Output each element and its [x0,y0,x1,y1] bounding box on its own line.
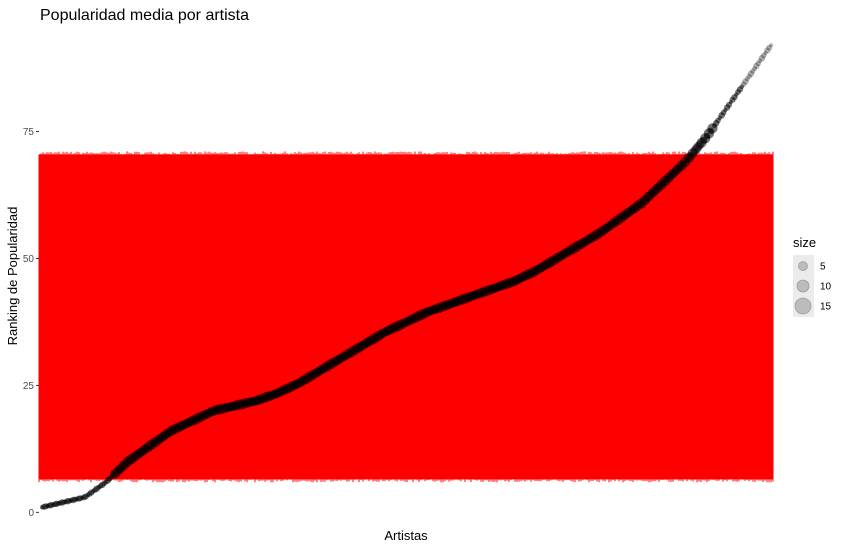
legend-title: size [793,235,816,250]
legend-label: 5 [820,262,826,273]
legend-label: 10 [820,282,832,293]
y-tick-label: 50 [23,254,35,265]
data-point [744,76,750,82]
x-axis-title: Artistas [384,528,428,543]
points-layer [40,43,773,510]
y-tick-label: 75 [23,127,35,138]
data-point [746,73,752,80]
data-point [739,84,745,90]
red-band-layer [38,151,774,483]
y-tick-label: 0 [28,508,34,519]
data-point [764,47,771,54]
legend-key-circle [798,261,808,271]
chart-title: Popularidad media por artista [40,7,249,24]
data-point [750,68,756,74]
y-axis: 0 25 50 75 [23,127,39,519]
legend-key-background [793,255,814,317]
data-point [742,78,749,85]
data-point [740,81,747,87]
y-axis-title: Ranking de Popularidad [5,207,20,346]
data-point [755,60,761,67]
data-point [760,52,767,59]
data-point [757,58,763,64]
legend-label: 15 [820,302,832,313]
legend-entries: 5 10 15 [794,261,832,315]
legend-key-circle [794,297,812,315]
data-point [766,44,773,51]
legend-key-circle [796,279,810,293]
data-point [753,62,760,70]
legend: size 5 10 15 [793,235,832,317]
data-point [763,50,768,56]
data-point [752,66,758,72]
data-point [758,55,766,62]
y-tick-label: 25 [23,381,35,392]
red-band-edges [38,151,774,483]
data-point [769,43,773,48]
data-point [747,70,755,78]
